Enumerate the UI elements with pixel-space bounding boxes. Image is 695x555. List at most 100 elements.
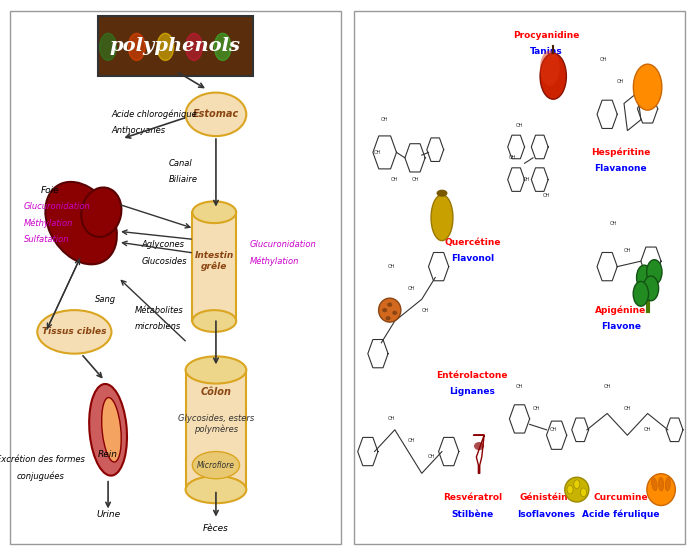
Ellipse shape	[474, 442, 484, 450]
FancyBboxPatch shape	[98, 17, 253, 76]
Ellipse shape	[38, 310, 111, 354]
Text: Glucosides: Glucosides	[142, 256, 187, 266]
Text: Foie: Foie	[41, 186, 59, 195]
Text: Anthocyanes: Anthocyanes	[111, 126, 165, 135]
Text: OH: OH	[637, 101, 644, 106]
Text: Glycosides, esters
polymères: Glycosides, esters polymères	[178, 415, 254, 435]
Text: Méthylation: Méthylation	[250, 256, 299, 266]
Text: OH: OH	[610, 220, 618, 226]
Text: OH: OH	[391, 177, 398, 182]
Ellipse shape	[574, 480, 580, 488]
Text: OH: OH	[374, 150, 382, 155]
Text: OH: OH	[421, 307, 429, 312]
FancyBboxPatch shape	[354, 11, 685, 544]
Ellipse shape	[580, 488, 587, 497]
Text: Côlon: Côlon	[200, 387, 231, 397]
Text: conjuguées: conjuguées	[17, 471, 65, 481]
Circle shape	[129, 33, 145, 60]
FancyBboxPatch shape	[10, 11, 341, 544]
Text: OH: OH	[381, 117, 389, 122]
Text: Acide férulique: Acide férulique	[582, 509, 660, 519]
Text: Lignanes: Lignanes	[450, 387, 496, 396]
Text: Tanins: Tanins	[530, 47, 563, 56]
Ellipse shape	[387, 302, 392, 307]
Ellipse shape	[186, 476, 246, 503]
Ellipse shape	[652, 478, 657, 491]
Ellipse shape	[633, 281, 648, 306]
Text: OH: OH	[623, 248, 631, 253]
Text: Flavanone: Flavanone	[594, 164, 647, 173]
Ellipse shape	[193, 452, 240, 479]
Text: microbiens: microbiens	[135, 322, 181, 331]
Ellipse shape	[637, 265, 652, 290]
Text: OH: OH	[550, 427, 557, 432]
Text: OH: OH	[388, 416, 395, 421]
Circle shape	[186, 33, 202, 60]
Text: OH: OH	[600, 57, 607, 63]
Ellipse shape	[567, 485, 573, 494]
Text: Canal: Canal	[169, 159, 193, 168]
Text: Sulfatation: Sulfatation	[24, 235, 70, 244]
Text: Sang: Sang	[95, 295, 115, 304]
Ellipse shape	[436, 190, 448, 196]
Text: Excrétion des formes: Excrétion des formes	[0, 455, 85, 464]
Text: Procyanidine: Procyanidine	[514, 31, 580, 40]
Text: Isoflavones: Isoflavones	[517, 509, 575, 518]
FancyBboxPatch shape	[186, 370, 246, 490]
Text: Glucuronidation: Glucuronidation	[250, 240, 316, 249]
Ellipse shape	[45, 182, 117, 264]
Text: Génistéine: Génistéine	[519, 493, 574, 502]
Text: Quercétine: Quercétine	[444, 238, 500, 246]
Ellipse shape	[89, 384, 127, 476]
Text: OH: OH	[644, 427, 651, 432]
Text: Stilbène: Stilbène	[451, 509, 493, 518]
Text: OH: OH	[543, 193, 550, 199]
Ellipse shape	[81, 188, 122, 237]
Text: Tissus cibles: Tissus cibles	[42, 327, 106, 336]
Text: Apigénine: Apigénine	[595, 305, 646, 315]
Text: Rein: Rein	[98, 450, 118, 459]
Text: OH: OH	[523, 177, 530, 182]
Text: Biliaire: Biliaire	[169, 175, 198, 184]
Text: Hespéritine: Hespéritine	[591, 148, 651, 157]
Text: Aglycones: Aglycones	[142, 240, 185, 249]
Text: OH: OH	[509, 155, 516, 160]
Ellipse shape	[565, 477, 589, 502]
Text: OH: OH	[516, 384, 523, 389]
Text: OH: OH	[603, 384, 611, 389]
Circle shape	[157, 33, 174, 60]
Ellipse shape	[386, 316, 391, 320]
Circle shape	[99, 33, 117, 60]
Circle shape	[214, 33, 231, 60]
Text: Glucuronidation: Glucuronidation	[24, 202, 90, 211]
Text: Fèces: Fèces	[203, 524, 229, 533]
Text: Méthylation: Méthylation	[24, 218, 73, 228]
Ellipse shape	[646, 260, 662, 284]
Text: Métabolites: Métabolites	[135, 306, 183, 315]
Ellipse shape	[193, 201, 236, 223]
Ellipse shape	[647, 474, 676, 506]
Text: Curcumine: Curcumine	[594, 493, 648, 502]
Ellipse shape	[431, 195, 453, 241]
Ellipse shape	[540, 53, 566, 99]
Text: OH: OH	[532, 406, 540, 411]
Text: Microflore: Microflore	[197, 461, 235, 470]
Text: Intestin
grêle: Intestin grêle	[195, 251, 234, 271]
Text: OH: OH	[637, 270, 644, 275]
Ellipse shape	[540, 51, 559, 86]
Text: OH: OH	[388, 264, 395, 269]
FancyBboxPatch shape	[193, 212, 236, 321]
Ellipse shape	[665, 477, 671, 491]
Ellipse shape	[644, 276, 659, 301]
Ellipse shape	[186, 356, 246, 384]
Text: Acide chlorogénique: Acide chlorogénique	[111, 109, 197, 119]
Text: OH: OH	[617, 79, 624, 84]
Text: Flavonol: Flavonol	[451, 254, 494, 263]
Text: Resvératrol: Resvératrol	[443, 493, 502, 502]
Text: Estomac: Estomac	[193, 109, 239, 119]
Text: polyphenols: polyphenols	[110, 37, 241, 56]
Text: Flavone: Flavone	[600, 322, 641, 331]
Ellipse shape	[101, 397, 121, 462]
Text: Entérolactone: Entérolactone	[436, 371, 508, 380]
Ellipse shape	[382, 308, 387, 312]
